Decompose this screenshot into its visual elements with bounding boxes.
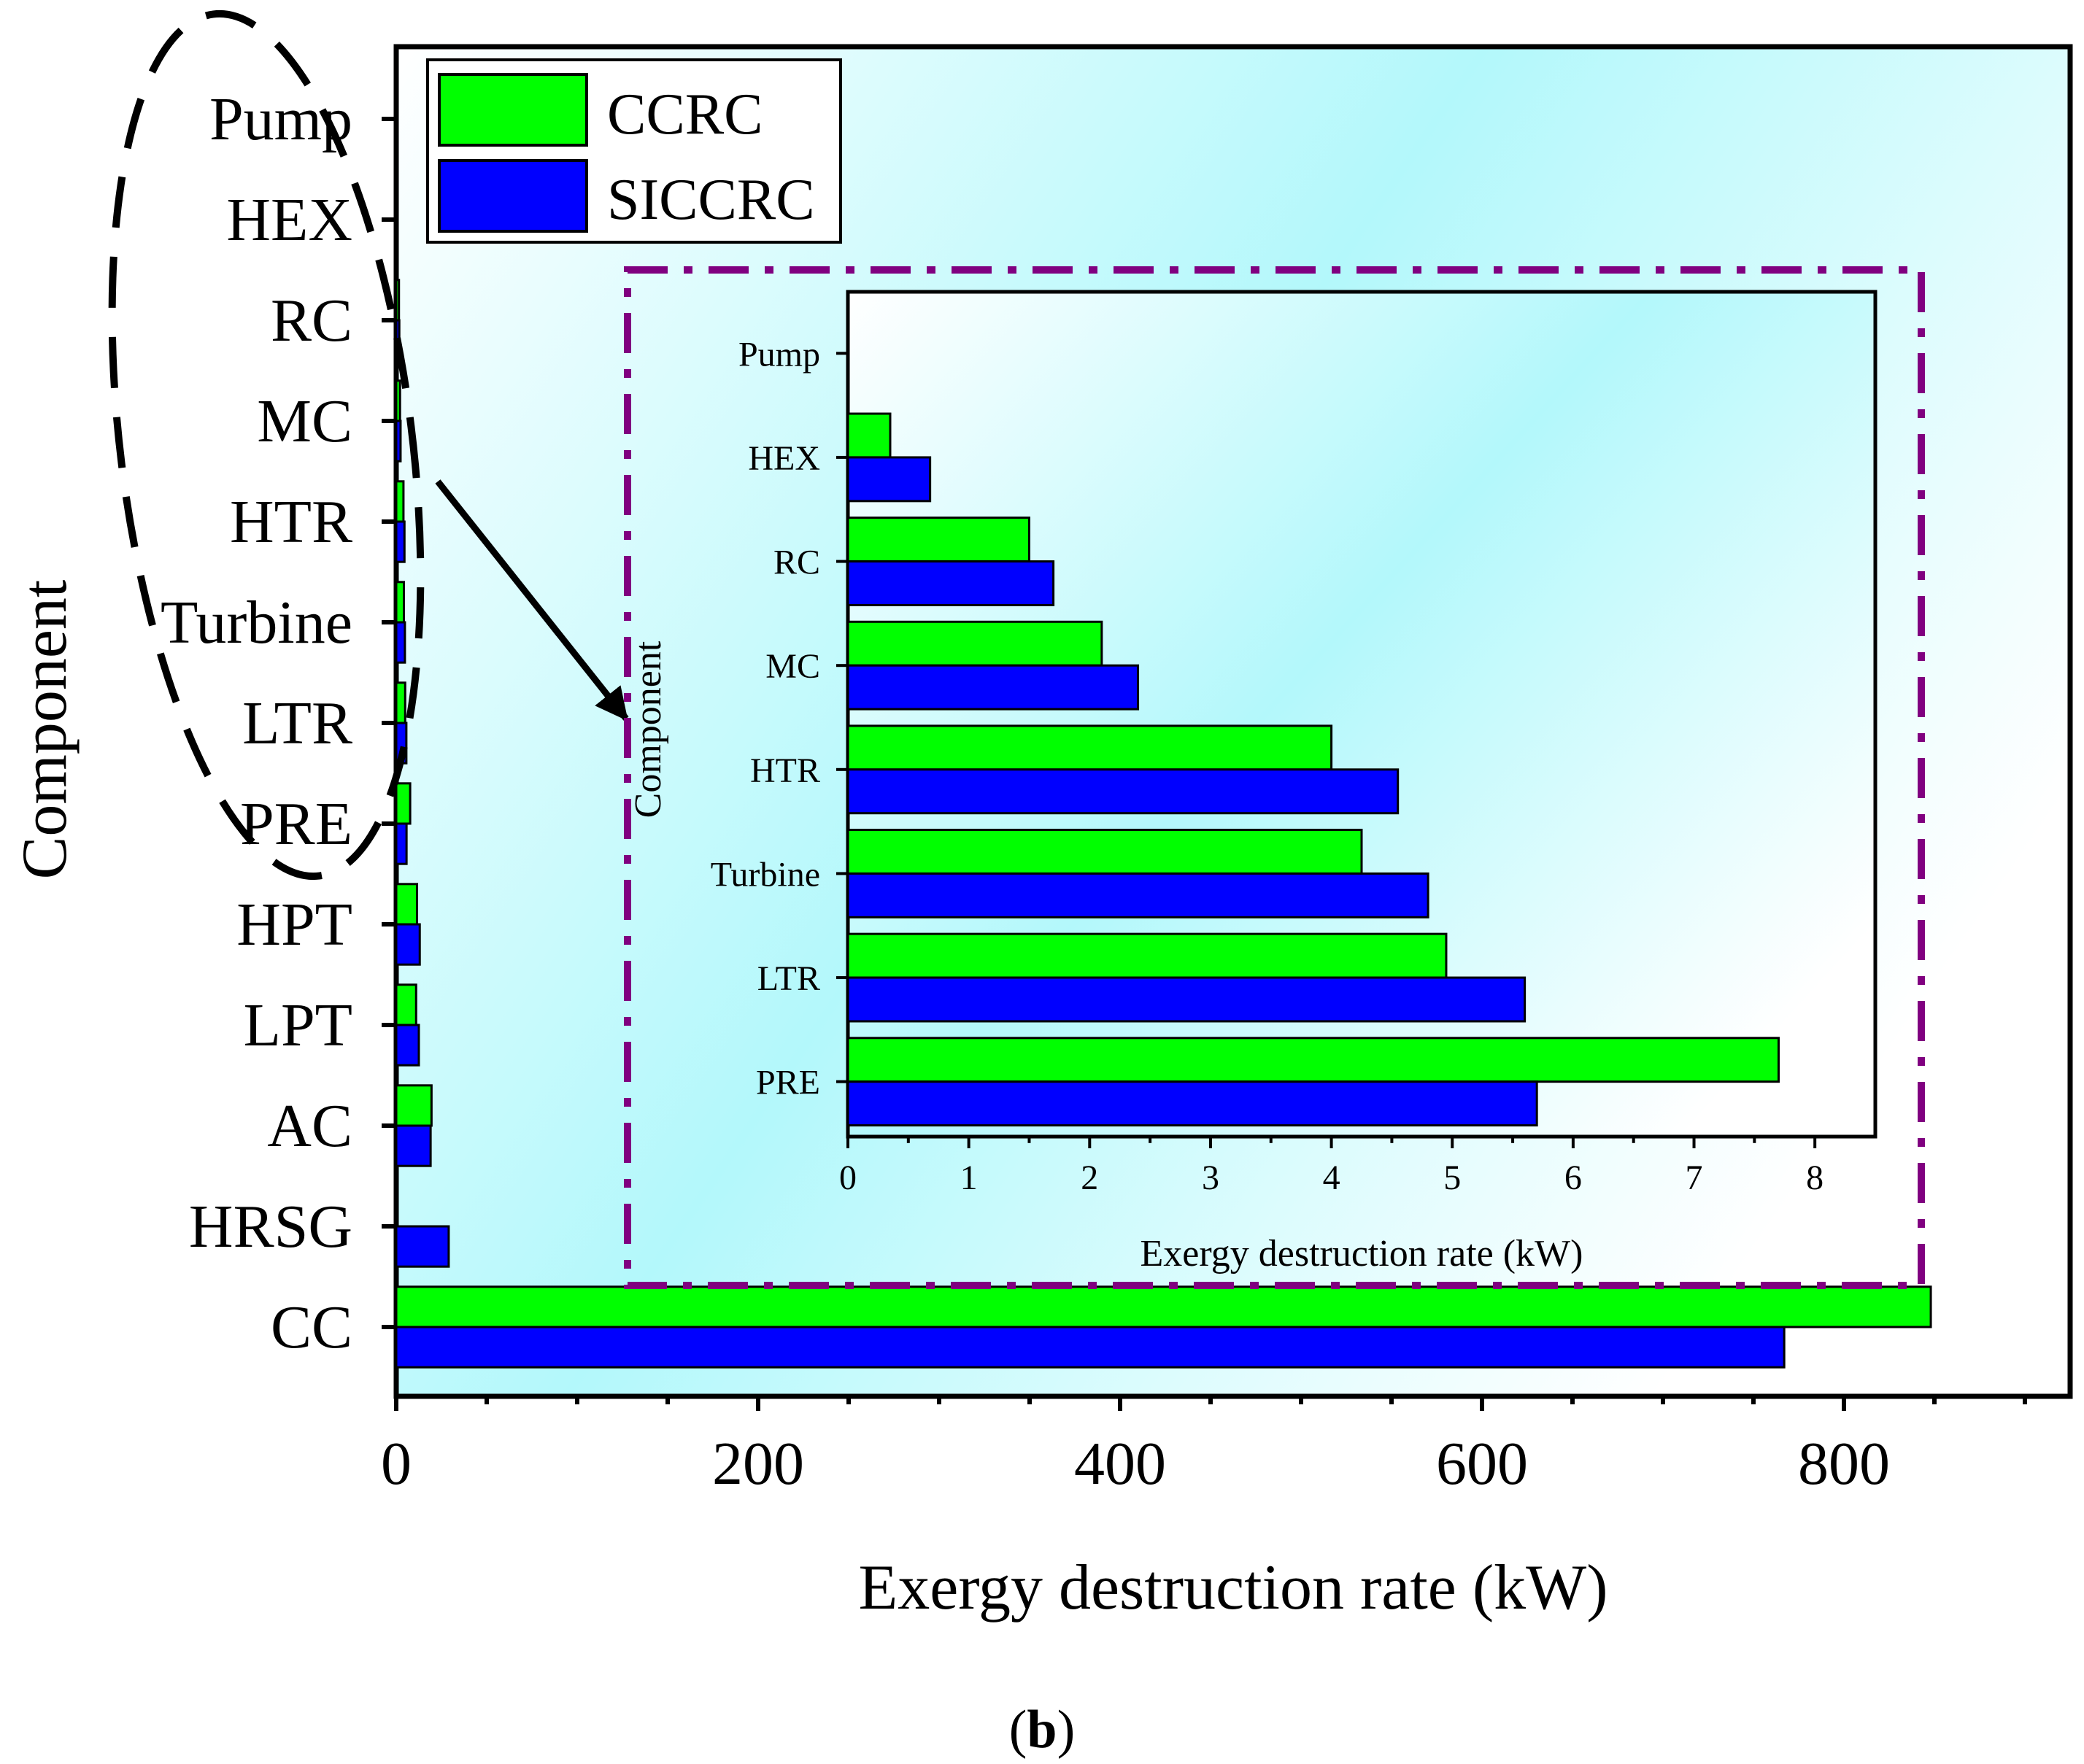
main-y-tick-label-hrsg: HRSG <box>189 1193 352 1261</box>
inset-frame <box>624 266 1925 1289</box>
inset-bar-ccrc-rc <box>846 517 1030 563</box>
main-x-tick-label-1: 200 <box>712 1430 804 1498</box>
inset-bar-chart: Pump HEX RC MC HTR Turbine LTR PRE 0 1 2 3 4 5 6 7 8 Ex… <box>624 266 1925 1289</box>
main-y-tick-label-turbine: Turbine <box>161 589 352 657</box>
main-y-tick-label-pre: PRE <box>240 790 352 858</box>
main-bar-siccrc-hpt <box>395 923 421 966</box>
inset-bars <box>846 412 1780 1127</box>
zoom-arrow <box>435 479 629 722</box>
main-x-tick-label-4: 800 <box>1798 1430 1890 1498</box>
main-bars <box>395 178 1932 1369</box>
main-bar-ccrc-lpt <box>395 983 417 1026</box>
inset-bar-siccrc-mc <box>846 664 1140 711</box>
main-bar-ccrc-mc <box>395 379 401 422</box>
inset-bar-ccrc-htr <box>846 724 1333 771</box>
inset-bar-ccrc-pre <box>846 1037 1780 1083</box>
legend-label-siccrc: SICCRC <box>607 168 815 232</box>
main-bar-siccrc-hrsg <box>395 1225 450 1268</box>
inset-bar-ccrc-hex <box>846 412 892 459</box>
main-y-tick-label-lpt: LPT <box>244 991 352 1059</box>
figure-caption: (b) <box>1009 1700 1075 1760</box>
main-bar-ccrc-turbine <box>395 581 406 624</box>
main-bar-ccrc-pre <box>395 782 412 825</box>
main-y-tick-label-cc: CC <box>271 1293 352 1361</box>
caption-close-paren: ) <box>1057 1700 1076 1760</box>
inset-y-ticks: Pump HEX RC MC HTR Turbine LTR PRE <box>711 335 848 1102</box>
inset-y-tick-label-turbine: Turbine <box>711 855 820 894</box>
inset-x-tick-label-4: 4 <box>1323 1158 1340 1197</box>
inset-bar-siccrc-ltr <box>846 976 1527 1023</box>
main-y-tick-label-ac: AC <box>267 1092 352 1160</box>
caption-letter: b <box>1027 1700 1057 1760</box>
legend-label-ccrc: CCRC <box>607 82 763 147</box>
main-bar-ccrc-ac <box>395 1084 433 1127</box>
inset-y-tick-label-rc: RC <box>773 543 820 582</box>
main-bar-ccrc-ltr <box>395 681 406 724</box>
legend-swatch-ccrc <box>438 73 588 147</box>
inset-x-tick-label-8: 8 <box>1806 1158 1824 1197</box>
main-bar-ccrc-hex <box>395 178 398 221</box>
main-x-tick-label-0: 0 <box>381 1430 412 1498</box>
inset-bar-ccrc-ltr <box>846 932 1448 979</box>
main-y-ticks: PumpHEXRCMCHTRTurbineLTRPREHPTLPTACHRSGC… <box>161 85 396 1361</box>
inset-x-tick-label-1: 1 <box>960 1158 978 1197</box>
main-x-axis-title: Exergy destruction rate (kW) <box>858 1552 1608 1623</box>
legend: CCRC SICCRC <box>426 58 842 244</box>
inset-y-tick-label-hex: HEX <box>748 439 820 478</box>
main-y-tick-label-htr: HTR <box>230 488 352 556</box>
main-bar-ccrc-htr <box>395 480 405 523</box>
inset-x-tick-label-3: 3 <box>1202 1158 1219 1197</box>
inset-x-tick-label-6: 6 <box>1564 1158 1582 1197</box>
main-y-tick-label-hex: HEX <box>226 186 352 254</box>
inset-x-tick-label-5: 5 <box>1443 1158 1461 1197</box>
main-y-tick-label-hpt: HPT <box>236 891 352 959</box>
inset-bar-ccrc-turbine <box>846 829 1363 875</box>
inset-x-axis-title: Exergy destruction rate (kW) <box>1141 1233 1583 1274</box>
caption-open-paren: ( <box>1009 1700 1027 1760</box>
inset-y-tick-label-pre: PRE <box>756 1064 820 1102</box>
inset-bar-ccrc-mc <box>846 620 1103 667</box>
main-bar-siccrc-turbine <box>395 621 406 664</box>
legend-swatch-siccrc <box>438 159 588 233</box>
inset-x-tick-label-7: 7 <box>1686 1158 1703 1197</box>
main-bar-ccrc-rc <box>395 279 401 322</box>
main-y-tick-label-rc: RC <box>271 287 352 355</box>
main-y-tick-label-mc: MC <box>257 387 352 455</box>
main-bar-ccrc-cc <box>395 1285 1932 1328</box>
main-y-axis-title: Component <box>9 580 80 880</box>
inset-x-tick-label-2: 2 <box>1081 1158 1098 1197</box>
inset-y-tick-label-ltr: LTR <box>757 959 820 998</box>
main-bar-siccrc-mc <box>395 419 402 463</box>
main-bar-siccrc-lpt <box>395 1024 420 1067</box>
highlight-ellipse <box>108 9 425 881</box>
main-bar-siccrc-hex <box>395 218 399 261</box>
main-x-tick-label-3: 600 <box>1436 1430 1528 1498</box>
inset-bar-siccrc-rc <box>846 560 1055 606</box>
inset-y-axis-title: Component <box>628 641 669 818</box>
main-bar-siccrc-pre <box>395 822 408 865</box>
main-bar-siccrc-cc <box>395 1326 1786 1369</box>
inset-bar-siccrc-pre <box>846 1080 1538 1127</box>
main-bar-siccrc-htr <box>395 520 406 563</box>
inset-x-tick-label-0: 0 <box>839 1158 857 1197</box>
inset-x-ticks: 0 1 2 3 4 5 6 7 8 <box>839 1137 1824 1197</box>
main-bar-ccrc-hpt <box>395 883 419 926</box>
main-x-ticks: 0 200 400 600 800 <box>381 1396 2027 1498</box>
inset-bar-siccrc-hex <box>846 456 932 503</box>
inset-y-tick-label-htr: HTR <box>750 751 820 790</box>
inset-bar-siccrc-turbine <box>846 872 1429 918</box>
inset-y-tick-label-pump: Pump <box>738 335 820 374</box>
main-x-tick-label-2: 400 <box>1074 1430 1166 1498</box>
main-y-tick-label-ltr: LTR <box>242 689 352 757</box>
main-bar-siccrc-ac <box>395 1124 432 1167</box>
inset-y-tick-label-mc: MC <box>765 647 820 686</box>
inset-bar-siccrc-htr <box>846 768 1400 815</box>
